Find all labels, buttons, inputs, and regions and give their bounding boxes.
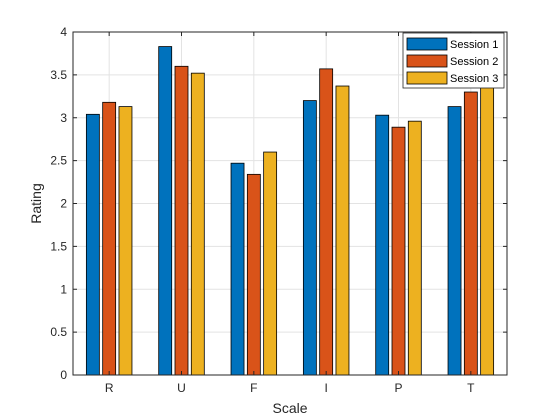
- bar-session-1-t: [447, 106, 462, 376]
- y-tick-label: 4: [60, 25, 67, 39]
- bar-session-1-p: [375, 114, 390, 376]
- legend-label: Session 2: [450, 56, 498, 68]
- y-tick-label: 1: [60, 282, 67, 296]
- y-tick-label: 0: [60, 368, 67, 382]
- bar-session-2-u: [174, 65, 189, 376]
- bar-session-1-i: [302, 100, 317, 376]
- bar-session-3-u: [190, 72, 205, 376]
- legend-label: Session 1: [450, 39, 498, 51]
- bar-session-1-r: [85, 113, 100, 376]
- bar-session-2-p: [391, 126, 406, 376]
- bar-session-2-i: [319, 68, 334, 376]
- legend-label: Session 3: [450, 73, 498, 85]
- axis-ticks: 0 0.5 1 1.5 2 2.5 3 3.5 4 R U F I P T: [50, 25, 507, 395]
- bar-session-2-r: [102, 101, 117, 376]
- bar-session-3-r: [118, 106, 133, 376]
- bar-session-3-p: [407, 120, 422, 376]
- legend-swatch: [406, 37, 448, 51]
- x-tick-label: U: [177, 381, 186, 395]
- bar-session-3-t: [480, 85, 495, 376]
- x-tick-label: I: [324, 381, 327, 395]
- x-tick-label: R: [105, 381, 114, 395]
- x-axis-label: Scale: [272, 400, 307, 416]
- legend: Session 1 Session 2 Session 3: [402, 32, 505, 89]
- y-tick-label: 3: [60, 111, 67, 125]
- y-tick-label: 1.5: [50, 239, 67, 253]
- bar-session-3-f: [263, 151, 278, 376]
- x-tick-label: F: [250, 381, 257, 395]
- bar-session-2-f: [246, 173, 261, 376]
- legend-swatch: [406, 71, 448, 85]
- y-tick-label: 3.5: [50, 68, 67, 82]
- y-tick-label: 2: [60, 197, 67, 211]
- x-tick-label: P: [394, 381, 402, 395]
- bar-session-1-f: [230, 162, 245, 376]
- y-tick-label: 0.5: [50, 325, 67, 339]
- bar-session-3-i: [335, 85, 350, 376]
- y-axis-label: Rating: [28, 183, 44, 223]
- legend-swatch: [406, 54, 448, 68]
- y-tick-label: 2.5: [50, 154, 67, 168]
- bar-session-2-t: [463, 91, 478, 376]
- x-tick-label: T: [467, 381, 475, 395]
- bar-session-1-u: [158, 46, 173, 376]
